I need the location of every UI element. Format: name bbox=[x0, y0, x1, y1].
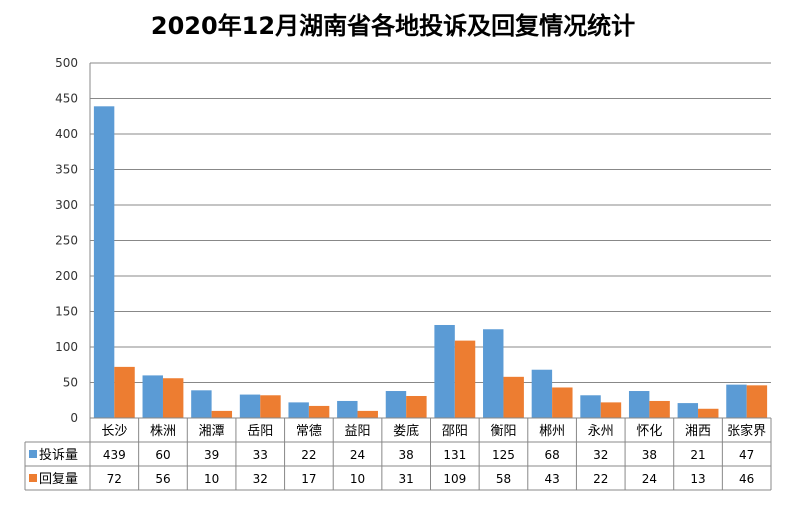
category-label: 郴州 bbox=[539, 424, 565, 439]
category-label: 张家界 bbox=[727, 423, 766, 439]
bar-回复量-邵阳 bbox=[454, 340, 476, 418]
y-tick-label: 50 bbox=[63, 376, 78, 390]
data-table-value: 24 bbox=[642, 472, 657, 486]
y-tick-label: 250 bbox=[55, 234, 78, 248]
bar-回复量-郴州 bbox=[552, 387, 573, 418]
y-tick-label: 350 bbox=[55, 163, 78, 177]
legend-swatch bbox=[29, 474, 37, 482]
category-label: 衡阳 bbox=[490, 424, 516, 439]
bar-回复量-张家界 bbox=[746, 385, 768, 418]
bar-投诉量-常德 bbox=[288, 402, 309, 418]
category-label: 湘西 bbox=[685, 424, 711, 439]
data-table-value: 31 bbox=[399, 472, 414, 486]
bar-回复量-株洲 bbox=[162, 378, 184, 418]
data-table-value: 24 bbox=[350, 448, 365, 462]
category-label: 永州 bbox=[588, 424, 614, 439]
bar-投诉量-永州 bbox=[580, 395, 601, 418]
bar-投诉量-株洲 bbox=[142, 375, 163, 418]
data-table-value: 131 bbox=[443, 448, 466, 462]
bar-投诉量-郴州 bbox=[531, 369, 553, 418]
bar-回复量-湘西 bbox=[698, 408, 719, 418]
data-table-value: 72 bbox=[107, 472, 122, 486]
data-table-value: 38 bbox=[399, 448, 414, 462]
chart-title: 2020年12月湖南省各地投诉及回复情况统计 bbox=[151, 12, 635, 40]
bar-投诉量-邵阳 bbox=[434, 324, 455, 418]
data-table-value: 109 bbox=[443, 472, 466, 486]
data-table-value: 56 bbox=[155, 472, 170, 486]
bar-投诉量-益阳 bbox=[337, 400, 358, 418]
data-table-value: 32 bbox=[593, 448, 608, 462]
bar-回复量-常德 bbox=[308, 405, 330, 418]
legend-label: 投诉量 bbox=[39, 447, 78, 463]
category-label: 岳阳 bbox=[247, 424, 273, 439]
bar-投诉量-衡阳 bbox=[483, 329, 504, 418]
bar-投诉量-湘潭 bbox=[191, 390, 212, 418]
bar-投诉量-岳阳 bbox=[239, 394, 261, 418]
data-table-value: 38 bbox=[642, 448, 657, 462]
bar-回复量-益阳 bbox=[357, 410, 378, 418]
bar-投诉量-长沙 bbox=[93, 106, 115, 418]
data-table-value: 13 bbox=[690, 472, 705, 486]
data-table-value: 47 bbox=[739, 448, 754, 462]
bar-回复量-怀化 bbox=[649, 400, 670, 418]
category-label: 株洲 bbox=[150, 424, 176, 439]
y-tick-label: 500 bbox=[55, 56, 78, 70]
category-label: 长沙 bbox=[101, 424, 127, 439]
bar-投诉量-娄底 bbox=[385, 391, 407, 418]
data-table-value: 39 bbox=[204, 448, 219, 462]
data-table-value: 10 bbox=[350, 472, 365, 486]
bar-回复量-湘潭 bbox=[211, 410, 233, 418]
category-label: 怀化 bbox=[636, 424, 662, 439]
bar-投诉量-张家界 bbox=[726, 384, 747, 418]
data-table-value: 17 bbox=[301, 472, 316, 486]
data-table-value: 60 bbox=[155, 448, 170, 462]
y-tick-label: 200 bbox=[55, 269, 78, 283]
legend-label: 回复量 bbox=[39, 472, 78, 487]
data-table-value: 32 bbox=[253, 472, 268, 486]
bar-回复量-长沙 bbox=[114, 366, 135, 418]
category-label: 邵阳 bbox=[442, 424, 468, 439]
bar-投诉量-怀化 bbox=[628, 391, 650, 418]
y-tick-label: 0 bbox=[70, 411, 78, 425]
y-tick-label: 300 bbox=[55, 198, 78, 212]
y-tick-label: 100 bbox=[55, 340, 78, 354]
data-table-value: 68 bbox=[544, 448, 559, 462]
y-tick-label: 400 bbox=[55, 127, 78, 141]
data-table-value: 46 bbox=[739, 472, 754, 486]
data-table-value: 33 bbox=[253, 448, 268, 462]
bar-回复量-娄底 bbox=[406, 395, 427, 418]
category-label: 益阳 bbox=[345, 424, 371, 439]
data-table-value: 58 bbox=[496, 472, 511, 486]
legend-swatch bbox=[29, 450, 37, 458]
data-table-value: 125 bbox=[492, 448, 515, 462]
bar-回复量-衡阳 bbox=[503, 376, 524, 418]
category-label: 湘潭 bbox=[199, 424, 225, 439]
y-tick-label: 150 bbox=[55, 305, 78, 319]
bar-回复量-永州 bbox=[600, 402, 622, 418]
data-table-value: 43 bbox=[544, 472, 559, 486]
data-table-value: 439 bbox=[103, 448, 126, 462]
bar-投诉量-湘西 bbox=[677, 403, 699, 418]
y-tick-label: 450 bbox=[55, 92, 78, 106]
bar-回复量-岳阳 bbox=[260, 395, 281, 418]
data-table-value: 22 bbox=[301, 448, 316, 462]
data-table-value: 10 bbox=[204, 472, 219, 486]
category-label: 常德 bbox=[296, 424, 322, 439]
data-table-value: 21 bbox=[690, 448, 705, 462]
data-table-value: 22 bbox=[593, 472, 608, 486]
category-label: 娄底 bbox=[393, 423, 419, 439]
